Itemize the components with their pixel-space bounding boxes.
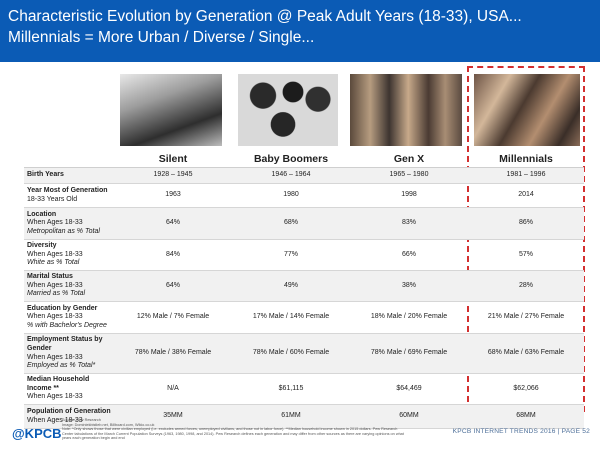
- row-title: Median Household Income **: [27, 376, 90, 392]
- table-cell: 17% Male / 14% Female: [232, 301, 350, 334]
- table-cell: 78% Male / 60% Female: [232, 333, 350, 374]
- table-cell: 61MM: [232, 404, 350, 429]
- table-cell: 86%: [468, 207, 584, 240]
- row-subtitle: When Ages 18-33: [27, 393, 83, 401]
- table-cell: 35MM: [114, 404, 232, 429]
- row-title: Employment Status by Gender: [27, 336, 103, 352]
- row-subtitle: When Ages 18-33: [27, 313, 83, 321]
- row-note: Metropolitan as % Total: [27, 227, 100, 235]
- table-cell: 38%: [350, 270, 468, 302]
- row-title: Birth Years: [27, 171, 64, 179]
- row-title: Marital Status: [27, 273, 73, 281]
- table-row: Median Household Income ** When Ages 18-…: [24, 373, 584, 405]
- table-cell: $61,115: [232, 373, 350, 405]
- table-row: Birth Years 1928 – 1945 1946 – 1964 1965…: [24, 167, 584, 184]
- footnote-note-end: years each generation begin and end: [62, 436, 125, 441]
- column-header: Silent: [114, 150, 232, 168]
- row-title: Diversity: [27, 242, 57, 250]
- table-cell: 18% Male / 20% Female: [350, 301, 468, 334]
- table-cell: 28%: [468, 270, 584, 302]
- row-note: % with Bachelor's Degree: [27, 321, 107, 329]
- table-row: Education by Gender When Ages 18-33 % wi…: [24, 301, 584, 334]
- row-subtitle: When Ages 18-33: [27, 353, 83, 361]
- table-row: Marital Status When Ages 18-33 Married a…: [24, 270, 584, 302]
- row-subtitle: When Ages 18-33: [27, 250, 83, 258]
- table-row: Diversity When Ages 18-33 White as % Tot…: [24, 239, 584, 271]
- row-label: Year Most of Generation 18-33 Years Old: [24, 183, 114, 208]
- table-cell: 68% Male / 63% Female: [468, 333, 584, 374]
- footnote-note-cont: Center tabulations of the March Current …: [62, 431, 404, 436]
- baby-boomers-photo: [238, 74, 338, 146]
- table-cell: 1981 – 1996: [468, 167, 584, 184]
- source-footnote: Source: Pew Research Image: Dominiekbist…: [62, 418, 432, 441]
- table-row: Location When Ages 18-33 Metropolitan as…: [24, 207, 584, 240]
- column-header: Gen X: [350, 150, 468, 168]
- millennials-photo: [474, 74, 580, 146]
- table-cell: 64%: [114, 270, 232, 302]
- table-cell: 68MM: [468, 404, 584, 429]
- row-label: Location When Ages 18-33 Metropolitan as…: [24, 207, 114, 240]
- table-row: Year Most of Generation 18-33 Years Old …: [24, 183, 584, 208]
- table-cell: 1946 – 1964: [232, 167, 350, 184]
- row-note: White as % Total: [27, 259, 80, 267]
- row-title: Year Most of Generation: [27, 186, 108, 194]
- table-cell: 60MM: [350, 404, 468, 429]
- row-subtitle: When Ages 18-33: [27, 219, 83, 227]
- title-banner: Characteristic Evolution by Generation @…: [0, 0, 600, 62]
- table-cell: $62,066: [468, 373, 584, 405]
- footnote-note: Note: *Only shows those that were civili…: [62, 427, 398, 432]
- table-cell: 78% Male / 69% Female: [350, 333, 468, 374]
- table-cell: 83%: [350, 207, 468, 240]
- table-cell: $64,469: [350, 373, 468, 405]
- corner-cell: [24, 150, 114, 168]
- footnote-source: Source: Pew Research: [62, 418, 101, 422]
- table-cell: 1963: [114, 183, 232, 208]
- column-header: Baby Boomers: [232, 150, 350, 168]
- generation-table: Silent Baby Boomers Gen X Millennials Bi…: [24, 150, 584, 429]
- column-header: Millennials: [468, 150, 584, 168]
- row-title: Education by Gender: [27, 304, 98, 312]
- table-cell: 57%: [468, 239, 584, 271]
- table-cell: 1998: [350, 183, 468, 208]
- title-line-1: Characteristic Evolution by Generation @…: [8, 8, 522, 25]
- table-header-row: Silent Baby Boomers Gen X Millennials: [24, 150, 584, 168]
- row-label: Diversity When Ages 18-33 White as % Tot…: [24, 239, 114, 271]
- table-cell: 84%: [114, 239, 232, 271]
- row-title: Location: [27, 210, 57, 218]
- table-cell: N/A: [114, 373, 232, 405]
- row-label: Median Household Income ** When Ages 18-…: [24, 373, 114, 405]
- table-cell: 78% Male / 38% Female: [114, 333, 232, 374]
- row-label: Education by Gender When Ages 18-33 % wi…: [24, 301, 114, 334]
- table-row: Employment Status by Gender When Ages 18…: [24, 333, 584, 374]
- table-cell: 12% Male / 7% Female: [114, 301, 232, 334]
- table-cell: 77%: [232, 239, 350, 271]
- table-cell: 21% Male / 27% Female: [468, 301, 584, 334]
- page-title: Characteristic Evolution by Generation @…: [8, 6, 598, 48]
- table-cell: 1965 – 1980: [350, 167, 468, 184]
- footnote-image-credit: Image: Dominiekbistleb.net, Billboard.co…: [62, 422, 155, 427]
- row-subtitle: When Ages 18-33: [27, 281, 83, 289]
- table-cell: 1980: [232, 183, 350, 208]
- row-note: Employed as % Total*: [27, 362, 96, 370]
- row-title: Population of Generation: [27, 407, 111, 415]
- table-cell: 49%: [232, 270, 350, 302]
- gen-x-photo: [350, 74, 462, 146]
- row-note: Married as % Total: [27, 290, 86, 298]
- table-cell: 68%: [232, 207, 350, 240]
- title-line-2: Millennials = More Urban / Diverse / Sin…: [8, 29, 315, 46]
- table-row: Population of Generation When Ages 18-33…: [24, 404, 584, 429]
- row-label: Population of Generation When Ages 18-33: [24, 404, 114, 429]
- kpcb-logo: @KPCB: [12, 426, 62, 441]
- row-subtitle: When Ages 18-33: [27, 416, 83, 424]
- table-cell: 2014: [468, 183, 584, 208]
- row-subtitle: 18-33 Years Old: [27, 195, 78, 203]
- row-label: Employment Status by Gender When Ages 18…: [24, 333, 114, 374]
- row-label: Birth Years: [24, 167, 114, 184]
- table-cell: 1928 – 1945: [114, 167, 232, 184]
- table-cell: 64%: [114, 207, 232, 240]
- row-label: Marital Status When Ages 18-33 Married a…: [24, 270, 114, 302]
- table-cell: 66%: [350, 239, 468, 271]
- page-footer-label: KPCB INTERNET TRENDS 2016 | PAGE 52: [452, 428, 590, 435]
- silent-generation-photo: [120, 74, 222, 146]
